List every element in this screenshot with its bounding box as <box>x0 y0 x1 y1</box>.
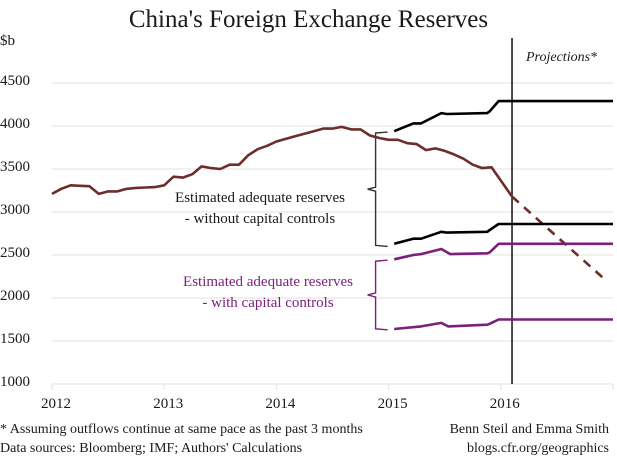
annotation-with-capital-controls: Estimated adequate reserves - with capit… <box>168 272 368 314</box>
series-line-5 <box>394 318 613 331</box>
x-tick-label: 2015 <box>377 396 408 412</box>
x-tick-label: 2014 <box>265 396 296 412</box>
projections-label: Projections* <box>526 50 598 65</box>
y-axis-unit: $b <box>0 33 15 49</box>
y-tick-label: 1000 <box>0 374 30 390</box>
x-tick-label: 2013 <box>153 396 184 412</box>
series-line-0 <box>51 125 514 198</box>
y-tick-label: 3000 <box>0 202 30 218</box>
bracket-with-capital-controls <box>367 259 388 331</box>
y-tick-label: 4500 <box>0 73 30 89</box>
series-line-2 <box>393 99 613 133</box>
y-tick-label: 2000 <box>0 288 30 304</box>
annotation-without-line1: Estimated adequate reserves <box>175 190 345 206</box>
series-line-3 <box>393 222 613 246</box>
annotation-without-capital-controls: Estimated adequate reserves - without ca… <box>165 188 355 230</box>
x-tick-label: 2016 <box>489 396 520 412</box>
series-line-1 <box>511 195 609 283</box>
series-line-4 <box>393 242 613 261</box>
annotation-without-line2: - without capital controls <box>184 211 336 227</box>
y-tick-label: 2500 <box>0 245 30 261</box>
annotation-with-line2: - with capital controls <box>202 295 334 311</box>
chart-title: China's Foreign Exchange Reserves <box>128 6 489 33</box>
bracket-without-capital-controls <box>367 131 388 248</box>
footnote: * Assuming outflows continue at same pac… <box>0 422 363 437</box>
annotation-with-line1: Estimated adequate reserves <box>183 274 353 290</box>
y-tick-label: 3500 <box>0 159 30 175</box>
site-link[interactable]: blogs.cfr.org/geographics <box>466 441 609 456</box>
x-tick-label: 2012 <box>41 396 71 412</box>
y-tick-label: 4000 <box>0 116 30 132</box>
authors-credit: Benn Steil and Emma Smith <box>449 422 609 437</box>
data-sources: Data sources: Bloomberg; IMF; Authors' C… <box>0 441 303 456</box>
y-tick-label: 1500 <box>0 331 30 347</box>
